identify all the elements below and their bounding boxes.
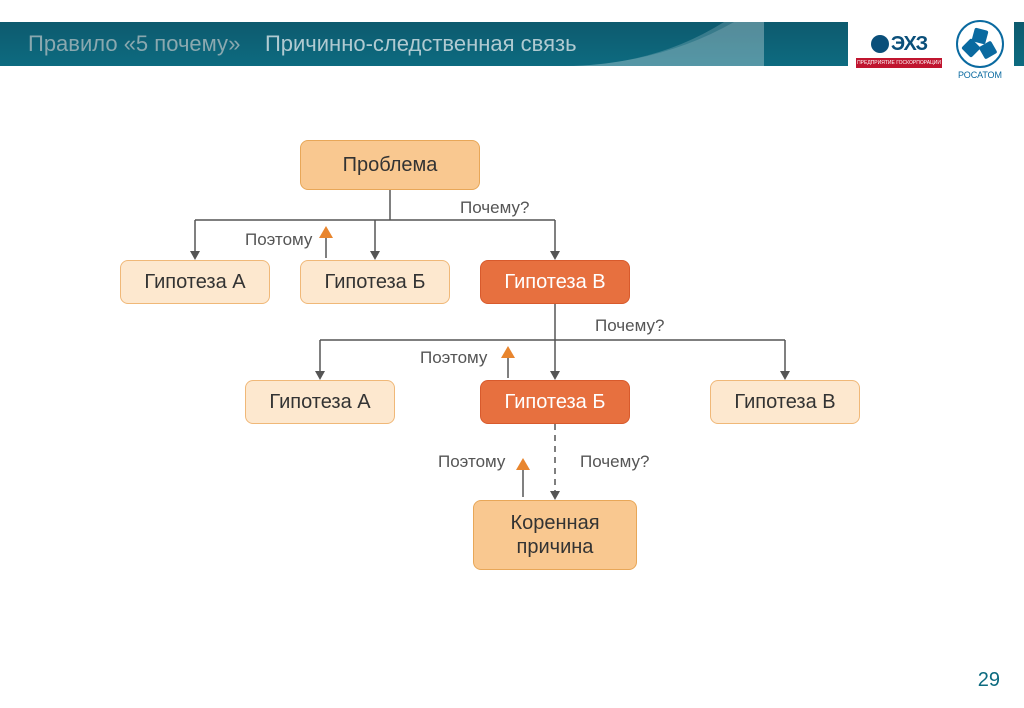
rosatom-logo: РОСАТОМ [952, 20, 1008, 80]
node-l2a: Гипотеза А [245, 380, 395, 424]
diagram-canvas: Проблема Гипотеза А Гипотеза Б Гипотеза В Ги… [0, 90, 1024, 650]
node-root: Кореннаяпричина [473, 500, 637, 570]
page-number: 29 [978, 669, 1000, 692]
title-sub: Причинно-следственная связь [265, 31, 577, 56]
title-main: Правило «5 почему» [28, 31, 241, 56]
header-swoosh-decoration [564, 22, 764, 66]
edge-label-0: Почему? [460, 198, 529, 218]
node-l1b: Гипотеза Б [300, 260, 450, 304]
ehz-logo: ЭХЗ ПРЕДПРИЯТИЕ ГОСКОРПОРАЦИИ «РОСАТОМ» [854, 27, 944, 73]
ehz-logo-icon [871, 35, 889, 53]
rosatom-logo-icon [956, 20, 1004, 68]
node-l1c: Гипотеза В [480, 260, 630, 304]
rosatom-logo-text: РОСАТОМ [952, 70, 1008, 80]
edge-label-1: Поэтому [245, 230, 312, 250]
ehz-logo-caption: ПРЕДПРИЯТИЕ ГОСКОРПОРАЦИИ «РОСАТОМ» [856, 58, 942, 68]
edge-label-2: Почему? [595, 316, 664, 336]
slide-title: Правило «5 почему» Причинно-следственная… [0, 31, 577, 57]
node-problem: Проблема [300, 140, 480, 190]
node-l2b: Гипотеза Б [480, 380, 630, 424]
node-l2c: Гипотеза В [710, 380, 860, 424]
logo-block: ЭХЗ ПРЕДПРИЯТИЕ ГОСКОРПОРАЦИИ «РОСАТОМ» … [848, 16, 1014, 84]
edge-label-4: Поэтому [438, 452, 505, 472]
edge-label-5: Почему? [580, 452, 649, 472]
edge-label-3: Поэтому [420, 348, 487, 368]
node-l1a: Гипотеза А [120, 260, 270, 304]
ehz-logo-text: ЭХЗ [891, 33, 927, 56]
